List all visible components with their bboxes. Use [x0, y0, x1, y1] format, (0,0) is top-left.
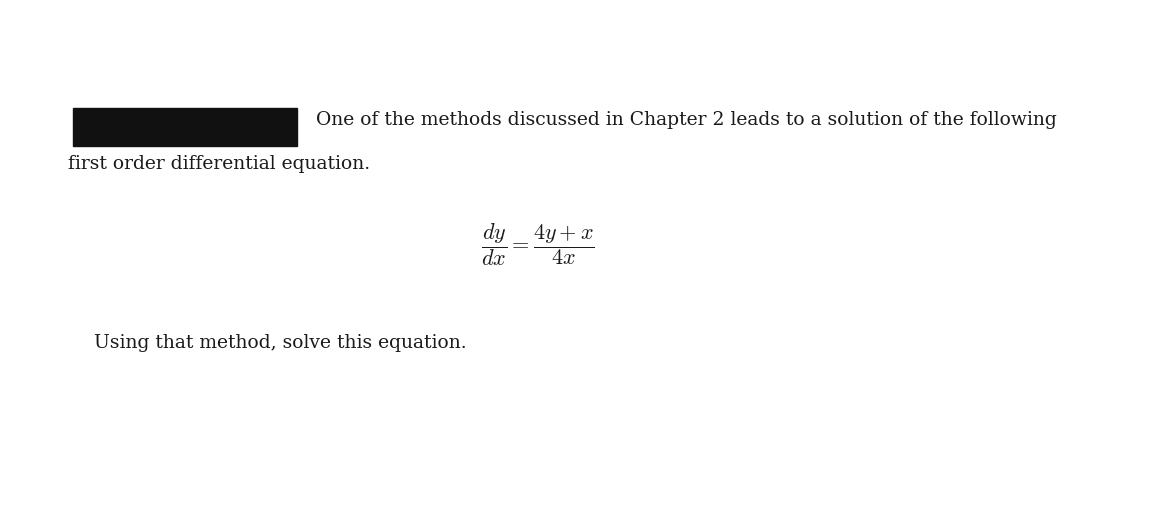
- Text: $\dfrac{dy}{dx} = \dfrac{4y+x}{4x}$: $\dfrac{dy}{dx} = \dfrac{4y+x}{4x}$: [481, 221, 596, 268]
- Text: Using that method, solve this equation.: Using that method, solve this equation.: [94, 334, 466, 352]
- Text: first order differential equation.: first order differential equation.: [68, 155, 370, 173]
- Text: One of the methods discussed in Chapter 2 leads to a solution of the following: One of the methods discussed in Chapter …: [316, 111, 1057, 128]
